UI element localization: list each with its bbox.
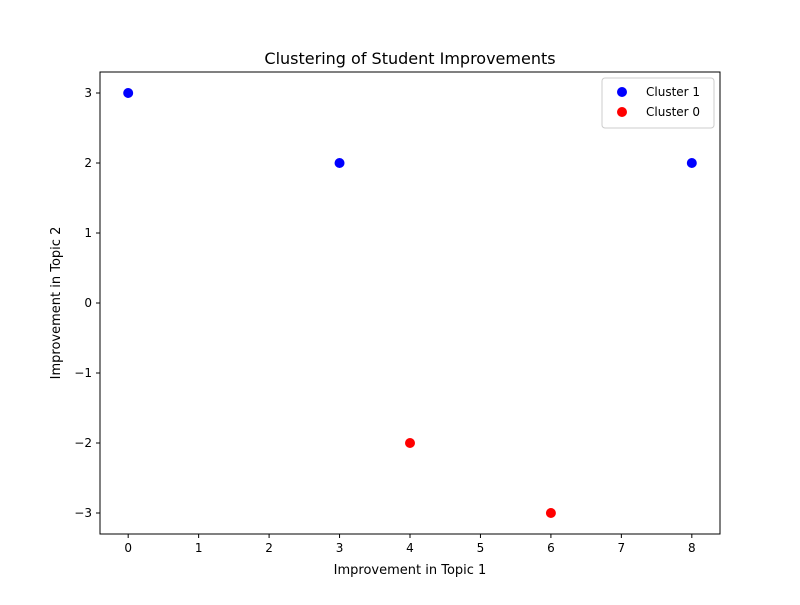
plot-frame — [99, 71, 721, 535]
x-tick-label: 7 — [618, 541, 626, 555]
x-tick-label: 2 — [265, 541, 273, 555]
data-point — [123, 88, 134, 98]
legend-label: Cluster 0 — [646, 105, 700, 119]
legend-marker — [617, 87, 627, 97]
y-tick-label: −3 — [74, 506, 92, 520]
data-points — [123, 88, 697, 518]
legend-box — [601, 77, 715, 129]
x-axis-label: Improvement in Topic 1 — [334, 563, 487, 578]
y-tick-label: 0 — [84, 296, 92, 310]
x-tick-label: 3 — [336, 541, 344, 555]
chart-title: Clustering of Student Improvements — [264, 49, 555, 68]
x-tick-label: 5 — [477, 541, 485, 555]
x-tick-label: 0 — [124, 541, 132, 555]
y-tick-label: −2 — [74, 436, 92, 450]
y-axis-ticks: −3 −2 −1 0 1 2 3 — [74, 86, 100, 520]
y-axis-label: Improvement in Topic 2 — [49, 227, 64, 380]
x-tick-label: 4 — [406, 541, 414, 555]
data-point — [334, 158, 345, 168]
data-point — [686, 158, 697, 168]
x-tick-label: 1 — [195, 541, 203, 555]
legend-label: Cluster 1 — [646, 85, 700, 99]
y-tick-label: 2 — [84, 156, 92, 170]
legend: Cluster 1 Cluster 0 — [601, 77, 715, 129]
y-tick-label: 1 — [84, 226, 92, 240]
data-point — [545, 508, 556, 518]
y-tick-label: 3 — [84, 86, 92, 100]
x-tick-label: 6 — [547, 541, 555, 555]
legend-marker — [617, 107, 627, 117]
x-tick-label: 8 — [688, 541, 696, 555]
x-axis-ticks: 0 1 2 3 4 5 6 7 8 — [124, 534, 696, 555]
data-point — [405, 438, 415, 448]
y-tick-label: −1 — [74, 366, 92, 380]
